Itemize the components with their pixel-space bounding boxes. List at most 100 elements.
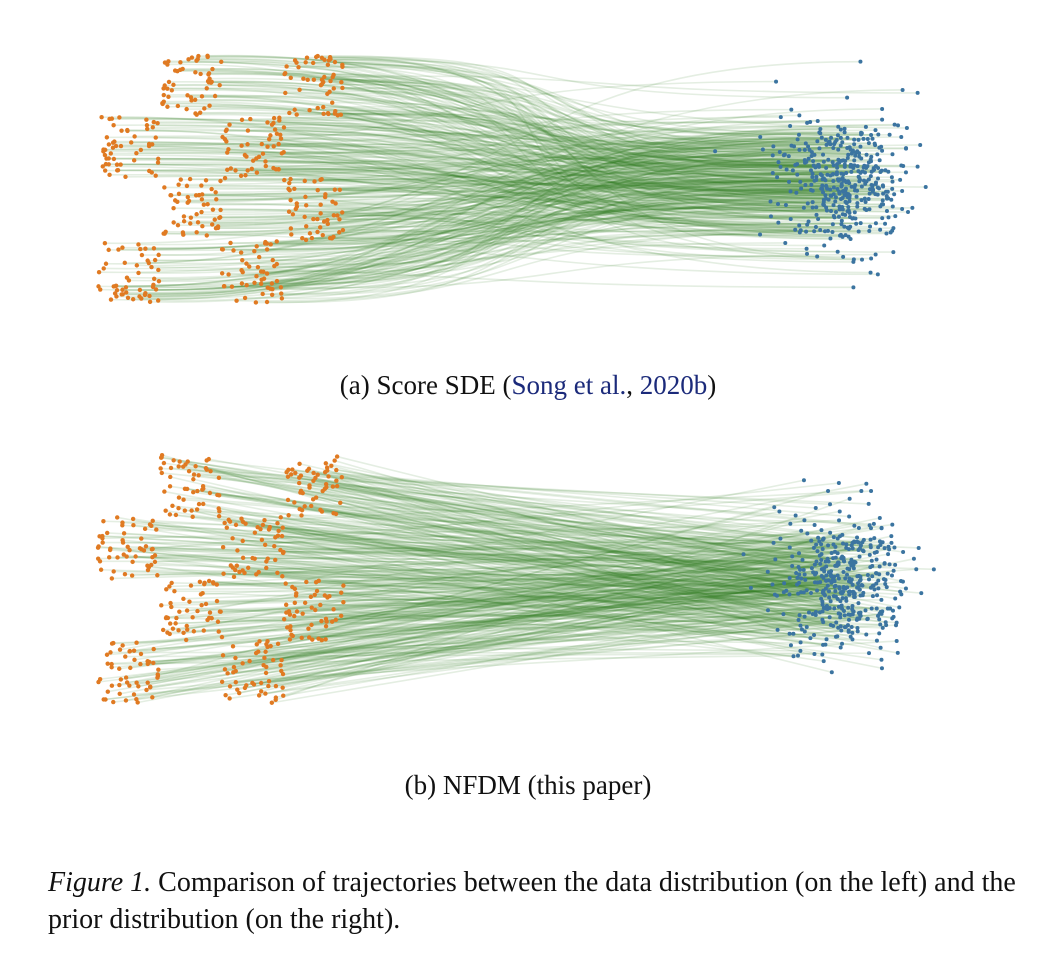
data-point [292, 186, 297, 191]
prior-point [836, 178, 841, 183]
data-point [246, 565, 251, 570]
data-point [292, 58, 298, 63]
prior-point [848, 612, 853, 617]
data-point [239, 281, 245, 286]
prior-point [822, 566, 827, 571]
trajectory-line [292, 213, 825, 247]
subcaption-b: (b) NFDM (this paper) [0, 770, 1056, 801]
trajectory-line [241, 151, 812, 285]
trajectory-line [169, 513, 881, 613]
trajectory-line [224, 563, 816, 671]
data-points [95, 452, 346, 705]
trajectory-line [280, 549, 883, 670]
prior-point [890, 204, 895, 209]
prior-point [826, 559, 831, 564]
trajectory-line [275, 539, 812, 699]
data-point [113, 283, 118, 289]
data-point [193, 111, 198, 116]
trajectory-line [153, 572, 877, 664]
trajectory-line [260, 528, 870, 556]
trajectory-line [127, 595, 836, 684]
data-point [150, 695, 155, 700]
data-point [127, 648, 133, 654]
trajectory-line [165, 509, 851, 616]
trajectory-line [278, 168, 848, 213]
trajectory-line [196, 175, 871, 216]
prior-point [870, 584, 875, 589]
prior-point [820, 183, 825, 188]
prior-point [841, 584, 846, 589]
data-point [201, 501, 206, 507]
data-point [314, 588, 320, 594]
trajectory-line [341, 476, 803, 561]
prior-point [869, 488, 874, 493]
prior-point [847, 514, 852, 519]
trajectory-line [183, 187, 873, 218]
prior-point [869, 606, 874, 611]
prior-point [830, 577, 835, 582]
data-point [233, 680, 239, 685]
trajectory-line [135, 555, 840, 589]
data-point [284, 64, 289, 69]
prior-point [863, 199, 868, 204]
data-point [120, 292, 125, 297]
trajectory-line [226, 140, 856, 220]
trajectory-line [280, 516, 827, 582]
data-point [130, 559, 135, 565]
data-point [176, 505, 181, 511]
data-point [214, 582, 220, 587]
prior-point [879, 597, 884, 602]
trajectory-line [334, 61, 874, 169]
prior-point [810, 200, 815, 205]
trajectory-line [267, 537, 824, 648]
prior-point [872, 536, 877, 541]
trajectory-line [191, 56, 907, 129]
trajectory-line [219, 587, 871, 613]
trajectory-line [332, 101, 838, 181]
data-point [252, 530, 258, 535]
prior-point [797, 230, 802, 235]
trajectory-line [170, 591, 784, 604]
trajectory-line [158, 161, 845, 168]
trajectory-line [266, 584, 862, 668]
trajectory-line [258, 582, 785, 697]
data-point [340, 64, 345, 70]
data-point [288, 472, 294, 477]
data-point [134, 696, 139, 702]
trajectory-line [184, 509, 800, 555]
prior-point [890, 522, 895, 527]
data-point [227, 519, 233, 524]
trajectory-line [232, 566, 813, 615]
prior-point [877, 572, 882, 577]
citation-year-link[interactable]: 2020b [639, 370, 708, 400]
data-point [302, 178, 307, 184]
prior-point [878, 645, 883, 650]
trajectory-line [333, 608, 883, 629]
trajectory-line [112, 146, 882, 206]
data-point [315, 472, 320, 477]
prior-point [797, 551, 802, 556]
trajectory-line [267, 145, 814, 162]
trajectory-line [165, 187, 828, 233]
data-point [254, 170, 260, 175]
data-point [319, 176, 324, 182]
prior-point [869, 256, 874, 261]
trajectory-line [190, 178, 847, 204]
trajectory-line [327, 143, 831, 221]
trajectory-line [119, 558, 877, 695]
data-point [202, 106, 207, 111]
prior-point [833, 209, 838, 214]
trajectory-line [294, 565, 836, 590]
prior-point [889, 175, 894, 180]
data-point [147, 522, 153, 527]
trajectory-line [273, 122, 855, 162]
data-point [121, 531, 127, 536]
citation-link[interactable]: Song et al. [511, 370, 627, 400]
trajectory-line [342, 87, 842, 185]
trajectory-line [265, 160, 824, 243]
prior-point [846, 629, 851, 634]
trajectory-line [332, 529, 802, 623]
data-point [235, 687, 240, 692]
trajectory-line [224, 490, 862, 524]
trajectory-line [280, 253, 876, 289]
